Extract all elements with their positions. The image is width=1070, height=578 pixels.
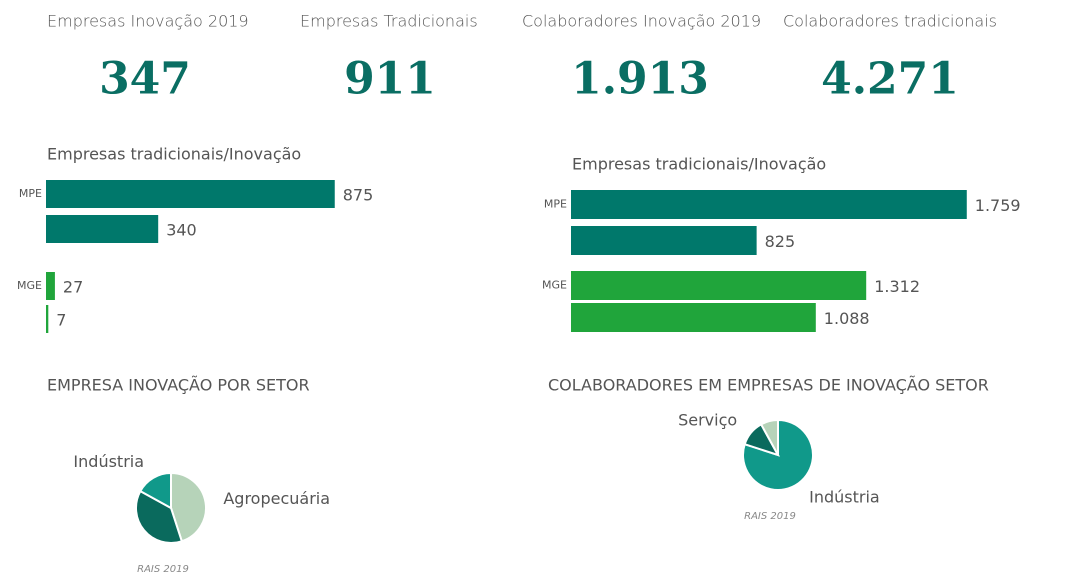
kpi-value: 911 [344,54,436,105]
source-note: RAIS 2019 [137,564,189,574]
pie-slice [135,489,184,544]
value-label: 7 [56,311,66,330]
kpi-value: 1.913 [571,54,709,105]
bar [571,226,757,255]
category-label: MPE [544,198,567,211]
kpi-value: 347 [99,54,191,105]
kpi-value: 4.271 [821,54,959,105]
bar [571,303,816,332]
value-label: 340 [166,221,197,240]
bar [46,215,159,243]
chart-title: Empresas tradicionais/Inovação [572,155,826,174]
slice-label: Indústria [73,452,144,471]
bar [571,271,867,300]
kpi-label: Colaboradores tradicionais [783,12,997,31]
kpi-label: Empresas Tradicionais [300,12,478,31]
value-label: 825 [765,232,796,251]
category-label: MPE [19,187,42,200]
category-label: MGE [17,279,42,292]
chart-title: COLABORADORES EM EMPRESAS DE INOVAÇÃO SE… [548,376,989,395]
value-label: 875 [343,186,374,205]
source-note: RAIS 2019 [744,511,796,522]
pie-slice [742,418,814,491]
value-label: 27 [63,278,83,297]
value-label: 1.312 [874,277,920,296]
slice-label: Serviço [678,411,737,430]
value-label: 1.759 [975,196,1021,215]
slice-label: Indústria [809,487,880,506]
category-label: MGE [542,279,567,292]
pie-slice [138,471,172,510]
bar [46,180,335,208]
kpi-label: Empresas Inovação 2019 [47,12,249,31]
chart-title: Empresas tradicionais/Inovação [47,145,301,164]
kpi-label: Colaboradores Inovação 2019 [522,12,761,31]
slice-label: Agropecuária [223,489,330,508]
bar [571,190,967,219]
bar [46,272,55,300]
bar [46,305,49,333]
pie-slice [170,471,207,543]
pie-slice [759,418,779,456]
chart-title: EMPRESA INOVAÇÃO POR SETOR [47,376,310,395]
value-label: 1.088 [824,309,870,328]
